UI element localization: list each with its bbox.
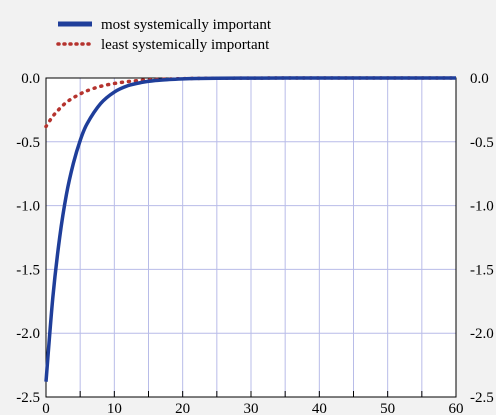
legend-label-most: most systemically important bbox=[101, 17, 272, 33]
y-tick-label-left: -2.5 bbox=[16, 390, 40, 406]
y-tick-label-left: -2.0 bbox=[16, 326, 40, 342]
x-tick-label: 0 bbox=[42, 401, 50, 415]
y-tick-label-right: -1.5 bbox=[470, 262, 494, 278]
y-tick-label-left: -0.5 bbox=[16, 135, 40, 151]
y-tick-label-left: -1.0 bbox=[16, 199, 40, 215]
y-tick-label-left: 0.0 bbox=[21, 71, 40, 87]
y-tick-label-right: 0.0 bbox=[470, 71, 489, 87]
y-tick-label-right: -0.5 bbox=[470, 135, 494, 151]
y-tick-label-left: -1.5 bbox=[16, 262, 40, 278]
x-tick-label: 10 bbox=[107, 401, 122, 415]
y-tick-label-right: -1.0 bbox=[470, 199, 494, 215]
x-tick-label: 20 bbox=[175, 401, 190, 415]
series-lines bbox=[44, 76, 458, 382]
horizontal-gridlines bbox=[46, 141, 456, 334]
vertical-gridlines bbox=[79, 78, 423, 397]
x-axis-labels: 0 10 20 30 40 50 60 bbox=[42, 401, 463, 415]
legend-label-least: least systemically important bbox=[101, 37, 270, 53]
x-tick-label: 30 bbox=[244, 401, 259, 415]
x-tick-label: 40 bbox=[312, 401, 327, 415]
y-tick-label-right: -2.5 bbox=[470, 390, 494, 406]
x-axis-ticks bbox=[79, 391, 423, 397]
y-axis-labels-left: 0.0 -0.5 -1.0 -1.5 -2.0 -2.5 bbox=[16, 71, 40, 406]
series-line-most bbox=[44, 76, 456, 382]
y-axis-labels-right: 0.0 -0.5 -1.0 -1.5 -2.0 -2.5 bbox=[470, 71, 494, 406]
x-tick-label: 50 bbox=[380, 401, 395, 415]
legend: most systemically important least system… bbox=[56, 17, 272, 53]
y-tick-label-right: -2.0 bbox=[470, 326, 494, 342]
x-tick-label: 60 bbox=[449, 401, 464, 415]
